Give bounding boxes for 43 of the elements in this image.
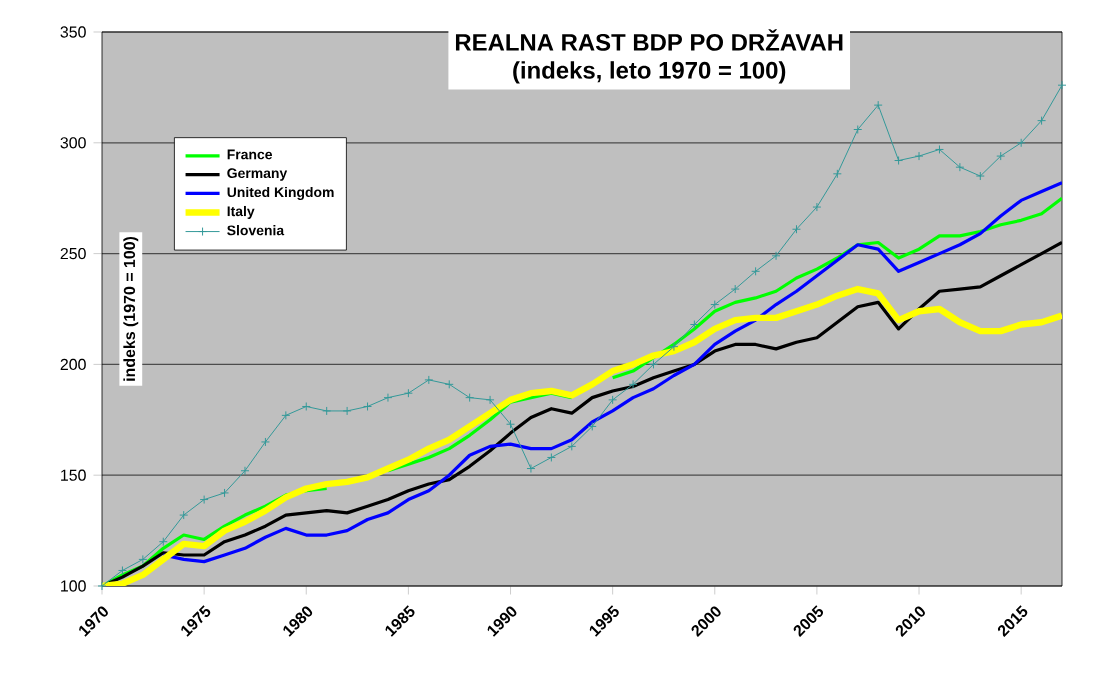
point: [424, 375, 434, 385]
point: [955, 162, 965, 172]
point: [240, 466, 250, 476]
point: [894, 156, 904, 166]
point: [485, 395, 495, 405]
point: [567, 441, 577, 451]
point: [873, 100, 883, 110]
point: [526, 464, 536, 474]
point: [281, 410, 291, 420]
point: [996, 151, 1006, 161]
chart-title: REALNA RAST BDP PO DRŽAVAH: [455, 29, 843, 51]
point: [342, 406, 352, 416]
point: [260, 437, 270, 447]
point: [117, 566, 127, 575]
point: [546, 452, 556, 462]
text: (indeks, leto 1970 = 100): [513, 61, 786, 84]
point: [791, 224, 801, 234]
point: [322, 406, 332, 416]
point: [383, 393, 393, 403]
point: [465, 393, 475, 403]
point: [220, 488, 230, 498]
point: [506, 419, 515, 429]
point: [608, 395, 618, 405]
point: [934, 144, 944, 154]
point: [179, 510, 189, 520]
point: [975, 171, 985, 181]
point: [158, 537, 168, 547]
point: [444, 379, 454, 389]
point: [710, 300, 720, 310]
point: [812, 202, 822, 212]
point: [199, 495, 209, 505]
point: [914, 151, 924, 161]
point: [771, 251, 781, 261]
point: [587, 421, 597, 431]
point: [832, 169, 842, 179]
point: [1016, 138, 1026, 148]
point: [751, 266, 761, 276]
point: [403, 388, 413, 398]
point: [138, 554, 148, 564]
point: [628, 379, 638, 389]
point: [730, 284, 740, 294]
point: [1037, 116, 1047, 126]
point: [669, 342, 679, 352]
